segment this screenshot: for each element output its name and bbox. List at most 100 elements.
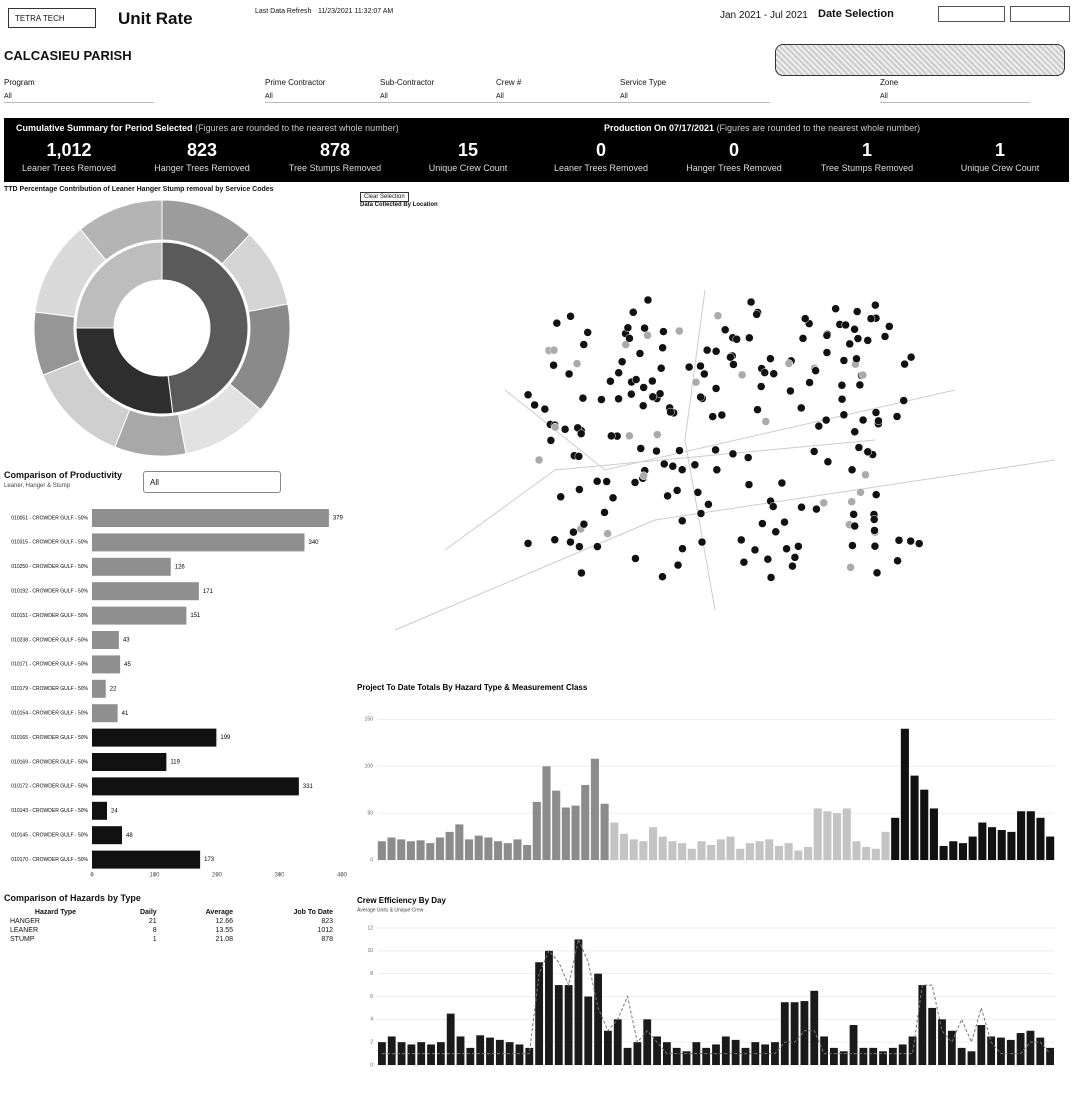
bar xyxy=(977,1025,986,1065)
filter[interactable]: Service Type All xyxy=(620,78,770,103)
map-point xyxy=(822,348,832,357)
bar xyxy=(594,973,602,1065)
map-point xyxy=(871,408,881,417)
bar xyxy=(842,808,851,860)
filter-value: All xyxy=(620,93,770,103)
map-point xyxy=(744,480,754,489)
kpi-label: Hanger Trees Removed xyxy=(154,163,250,173)
bar xyxy=(658,836,667,860)
bar xyxy=(619,833,629,860)
y-tick-label: 150 xyxy=(365,717,374,723)
filter[interactable]: Prime Contractor All xyxy=(265,78,415,103)
bar xyxy=(92,557,171,576)
map-point xyxy=(663,491,672,501)
map-point xyxy=(549,345,559,355)
bar-label: 010250 - CROWDER GULF - 50% xyxy=(11,564,88,570)
bar xyxy=(581,785,590,860)
y-tick-label: 8 xyxy=(370,971,373,977)
map-point xyxy=(566,537,575,547)
kpi-card: 15 Unique Crew Count xyxy=(403,140,533,173)
map-point xyxy=(852,354,861,364)
map-point xyxy=(608,493,618,503)
map-point xyxy=(766,573,776,582)
bar-label: 010315 - CROWDER GULF - 50% xyxy=(11,540,88,546)
map-point xyxy=(780,517,789,527)
kpi-value: 1 xyxy=(861,140,872,160)
map-point xyxy=(656,363,666,373)
map-point xyxy=(760,368,769,377)
map-point xyxy=(534,455,544,465)
bar xyxy=(968,836,977,860)
bar xyxy=(957,1047,966,1065)
bar xyxy=(387,837,396,860)
bar xyxy=(513,839,522,860)
map-point xyxy=(729,360,738,369)
bar xyxy=(900,728,909,860)
map-point xyxy=(766,354,775,363)
filter[interactable]: Zone All xyxy=(880,78,1030,103)
bar xyxy=(898,1044,907,1065)
bar-label: 010238 - CROWDER GULF - 50% xyxy=(11,637,88,643)
bar xyxy=(682,1051,691,1065)
filter-label: Zone xyxy=(880,78,899,87)
productivity-chart: 010051 - CROWDER GULF - 50% 379 010315 - C… xyxy=(11,509,348,879)
map-point xyxy=(711,347,721,356)
bar-label: 010165 - CROWDER GULF - 50% xyxy=(11,735,88,741)
map-point xyxy=(597,395,606,404)
y-tick-label: 2 xyxy=(370,1039,373,1045)
filter[interactable]: Sub-Contractor All xyxy=(380,78,530,103)
button[interactable] xyxy=(1010,6,1070,22)
map-point xyxy=(720,325,730,335)
button[interactable] xyxy=(938,6,1005,22)
bar xyxy=(92,850,201,869)
map-point xyxy=(814,421,824,431)
bar xyxy=(623,1047,632,1065)
filter[interactable]: Program All xyxy=(4,78,154,103)
dropdown[interactable]: All xyxy=(143,471,281,493)
bar xyxy=(446,1013,455,1065)
map-point xyxy=(858,370,868,380)
filter-value: All xyxy=(4,93,154,103)
bar xyxy=(542,766,551,860)
bar xyxy=(610,822,619,860)
value-label: 173 xyxy=(204,857,215,863)
map-point xyxy=(636,444,646,453)
kpi-card: 0 Hanger Trees Removed xyxy=(669,140,799,173)
table-cell: 21 xyxy=(148,918,157,925)
map-point xyxy=(625,431,634,441)
timeline[interactable] xyxy=(775,44,1065,76)
map-point xyxy=(906,352,916,362)
filter[interactable]: Crew # All xyxy=(496,78,646,103)
bar xyxy=(800,1001,809,1065)
bar xyxy=(958,843,968,860)
bar-label: 010145 - CROWDER GULF - 50% xyxy=(11,833,88,839)
bar xyxy=(1006,1039,1015,1065)
map-point xyxy=(854,443,864,452)
kpi-label: Tree Stumps Removed xyxy=(820,163,914,173)
map-point xyxy=(569,527,578,537)
bar xyxy=(643,1019,652,1065)
bar xyxy=(455,824,464,860)
map-point xyxy=(758,519,767,528)
kpi-card: 1 Tree Stumps Removed xyxy=(802,140,932,173)
map-point xyxy=(603,529,612,538)
map[interactable] xyxy=(355,190,1073,685)
bar xyxy=(436,1042,445,1065)
map-point xyxy=(768,502,778,511)
map-point xyxy=(822,331,832,340)
date-selection[interactable]: Date Selection xyxy=(818,8,894,20)
map-point xyxy=(627,389,636,399)
kpi-value: 15 xyxy=(457,140,479,160)
map-point xyxy=(892,412,902,421)
kpi-label: Unique Crew Count xyxy=(960,163,1040,173)
kpi-value: 1,012 xyxy=(46,140,92,160)
map-point xyxy=(631,375,641,384)
column-header: Average xyxy=(205,909,234,916)
bar xyxy=(891,817,900,860)
table-cell: 1 xyxy=(152,936,157,943)
map-point xyxy=(696,361,705,371)
clear-button[interactable]: Clear Selection xyxy=(360,192,409,202)
logo: TETRA TECH xyxy=(8,8,96,28)
chart-subtitle: Average Units & Unique Crew xyxy=(357,907,424,913)
map-point xyxy=(640,323,649,333)
